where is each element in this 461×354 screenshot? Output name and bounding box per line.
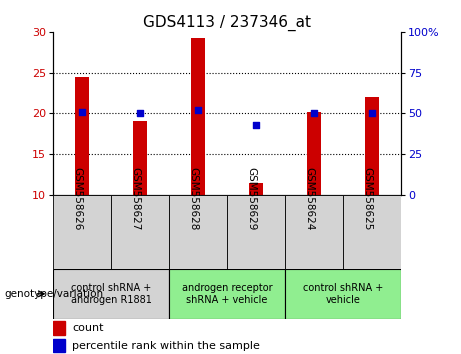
Point (252, 122, 260, 127)
Text: count: count (72, 323, 104, 333)
Text: GSM558624: GSM558624 (304, 167, 314, 230)
Point (136, 110, 144, 116)
Point (368, 110, 376, 116)
Text: androgen receptor
shRNA + vehicle: androgen receptor shRNA + vehicle (182, 283, 272, 305)
Title: GDS4113 / 237346_at: GDS4113 / 237346_at (143, 14, 311, 30)
Bar (111, 195, 169, 269)
Text: genotype/variation: genotype/variation (5, 289, 104, 299)
Bar (169, 195, 227, 269)
Text: GSM558628: GSM558628 (188, 167, 198, 230)
Bar (249, 183, 263, 195)
Bar (53, 339, 65, 352)
Point (78, 109, 86, 114)
Text: GSM558629: GSM558629 (246, 167, 256, 230)
Bar (191, 38, 205, 195)
Bar (285, 195, 343, 269)
Bar (365, 97, 379, 195)
Text: GSM558626: GSM558626 (72, 167, 82, 230)
Bar (133, 121, 147, 195)
Text: control shRNA +
vehicle: control shRNA + vehicle (303, 283, 383, 305)
Text: GSM558625: GSM558625 (362, 167, 372, 230)
Bar (169, 269, 285, 319)
Text: control shRNA +
androgen R1881: control shRNA + androgen R1881 (71, 283, 152, 305)
Bar (285, 269, 401, 319)
Bar (53, 321, 65, 335)
Bar (343, 195, 401, 269)
Point (310, 110, 318, 116)
Point (195, 107, 202, 113)
Text: percentile rank within the sample: percentile rank within the sample (72, 341, 260, 350)
Bar (75, 78, 89, 195)
Bar (53, 195, 111, 269)
Bar (53, 269, 169, 319)
Bar (307, 112, 321, 195)
Text: GSM558627: GSM558627 (130, 167, 140, 230)
Bar (227, 195, 285, 269)
